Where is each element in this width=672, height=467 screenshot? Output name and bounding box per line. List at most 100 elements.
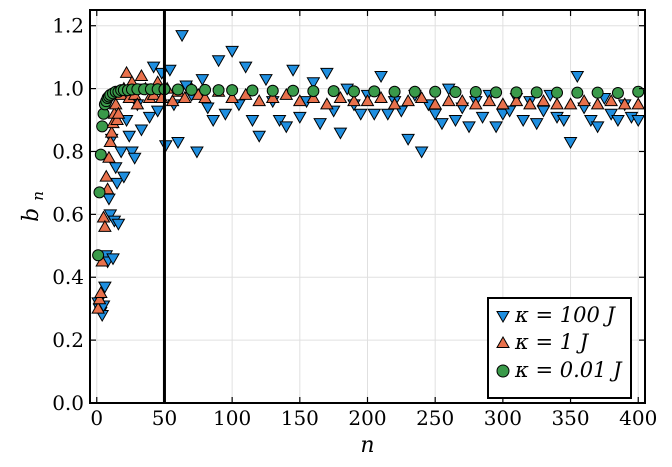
- data-point: [509, 94, 524, 107]
- data-point: [583, 115, 598, 128]
- data-point: [462, 121, 476, 134]
- data-point: [611, 115, 625, 128]
- data-point: [163, 64, 177, 77]
- data-point: [401, 133, 415, 146]
- data-point: [347, 94, 361, 107]
- data-point: [92, 249, 105, 262]
- data-point: [92, 292, 107, 305]
- y-tick-label: 0.4: [52, 265, 84, 289]
- data-point: [175, 30, 189, 43]
- data-point: [134, 124, 149, 137]
- data-point: [286, 64, 300, 77]
- data-point: [195, 74, 210, 87]
- data-point: [211, 55, 226, 68]
- data-point: [632, 85, 645, 98]
- data-point: [469, 86, 482, 99]
- data-marks: [91, 30, 646, 322]
- data-point: [401, 94, 415, 107]
- data-point: [374, 91, 388, 104]
- x-tick-label: 50: [152, 406, 177, 430]
- data-point: [313, 118, 327, 131]
- x-tick-label: 400: [619, 406, 657, 430]
- data-point: [226, 84, 239, 97]
- data-point: [259, 74, 273, 87]
- data-point: [604, 108, 619, 121]
- data-point: [98, 281, 112, 294]
- data-point: [320, 97, 334, 110]
- data-point: [292, 111, 307, 124]
- data-point: [103, 209, 118, 222]
- data-point: [550, 97, 564, 110]
- data-point: [206, 115, 221, 128]
- legend: κ = 100 J κ = 1 J κ = 0.01 J: [487, 297, 632, 399]
- data-point: [111, 106, 126, 119]
- x-axis-ticks: 0 50 100 150 200 250 300 350 400: [90, 10, 657, 430]
- y-tick-label: 1.0: [52, 77, 84, 101]
- legend-label: κ = 0.01 J: [514, 358, 623, 382]
- data-point: [146, 61, 161, 74]
- data-point: [414, 146, 429, 159]
- data-point: [99, 169, 114, 182]
- data-point: [130, 97, 145, 110]
- data-point: [529, 118, 544, 131]
- data-point: [93, 285, 108, 298]
- data-point: [225, 91, 239, 104]
- data-point: [590, 97, 605, 110]
- legend-marker: [496, 364, 510, 378]
- data-point: [94, 148, 107, 161]
- data-point: [111, 218, 126, 231]
- x-tick-label: 150: [281, 406, 319, 430]
- data-point: [441, 94, 456, 107]
- data-point: [110, 113, 124, 126]
- legend-marker: [496, 311, 510, 324]
- legend-marker: [496, 335, 510, 348]
- data-point: [556, 115, 571, 128]
- y-axis-label-subscript: n: [29, 191, 47, 201]
- data-point: [165, 94, 180, 107]
- data-point: [279, 121, 294, 134]
- data-point: [199, 83, 212, 96]
- y-axis-label-main: b: [19, 208, 44, 222]
- data-point: [96, 120, 109, 133]
- data-point: [125, 146, 139, 159]
- data-point: [252, 94, 267, 107]
- data-point: [631, 115, 646, 128]
- y-tick-label: 0.8: [52, 139, 84, 163]
- data-point: [414, 91, 429, 104]
- data-point: [577, 94, 591, 107]
- data-point: [510, 86, 523, 99]
- y-axis-label: b n: [19, 191, 47, 222]
- data-point: [530, 86, 543, 99]
- data-point: [604, 94, 619, 107]
- data-point: [563, 137, 578, 150]
- legend-label: κ = 1 J: [514, 330, 590, 354]
- data-point: [171, 137, 185, 150]
- x-axis-label: n: [360, 433, 374, 458]
- data-point: [591, 86, 604, 99]
- data-point: [360, 94, 375, 107]
- data-point: [103, 135, 118, 148]
- grid: [90, 10, 645, 404]
- data-point: [106, 253, 120, 266]
- data-point: [536, 94, 551, 107]
- y-tick-label: 0.6: [52, 202, 84, 226]
- data-point: [387, 97, 402, 110]
- x-tick-label: 300: [484, 406, 522, 430]
- data-point: [122, 130, 137, 143]
- data-point: [429, 85, 442, 98]
- data-point: [114, 146, 128, 159]
- data-point: [200, 102, 215, 115]
- data-point: [185, 83, 198, 96]
- data-point: [320, 67, 334, 80]
- data-point: [475, 111, 490, 124]
- series-3: [92, 83, 645, 262]
- x-tick-label: 350: [551, 406, 589, 430]
- data-point: [245, 115, 260, 128]
- data-point: [246, 84, 259, 97]
- data-point: [93, 186, 106, 199]
- data-point: [108, 162, 123, 175]
- data-point: [198, 91, 212, 104]
- data-point: [631, 97, 646, 110]
- data-point: [252, 130, 267, 143]
